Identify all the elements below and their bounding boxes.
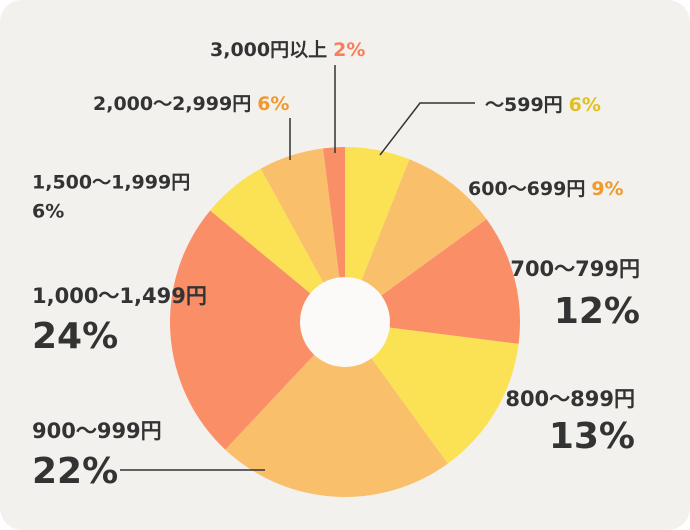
category-label: 700～799円 [510,257,640,281]
category-label: 1,500～1,999円 [32,172,190,194]
category-label: ～599円 [485,94,563,116]
slice [345,322,519,464]
slice-label: ～599円 6% [485,94,601,116]
slice-label: 3,000円以上 2% [210,39,365,61]
slice [225,322,448,497]
donut [169,147,520,497]
value-label: 13% [549,416,635,457]
slice [345,159,487,322]
value-label: 6% [569,94,601,116]
slice [260,148,345,322]
category-label: 600～699円 [468,178,585,200]
value-label: 6% [32,201,64,223]
leader-line [379,102,475,156]
value-label: 22% [32,451,118,492]
donut-hole [300,277,390,367]
slice-label: 2,000～2,999円 6% [93,93,289,115]
value-label: 2% [333,39,365,61]
slice-label: 600～699円 9% [468,178,624,200]
value-label: 24% [32,316,118,357]
value-label: 9% [591,178,623,200]
category-label: 3,000円以上 [210,39,327,61]
value-label: 6% [257,93,289,115]
slice [210,168,345,322]
slice [345,147,410,322]
value-label: 12% [554,291,640,332]
category-label: 2,000～2,999円 [93,93,251,115]
category-label: 800～899円 [505,387,635,411]
category-label: 1,000～1,499円 [32,284,207,308]
category-label: 900～999円 [32,419,162,443]
slice [169,210,345,450]
